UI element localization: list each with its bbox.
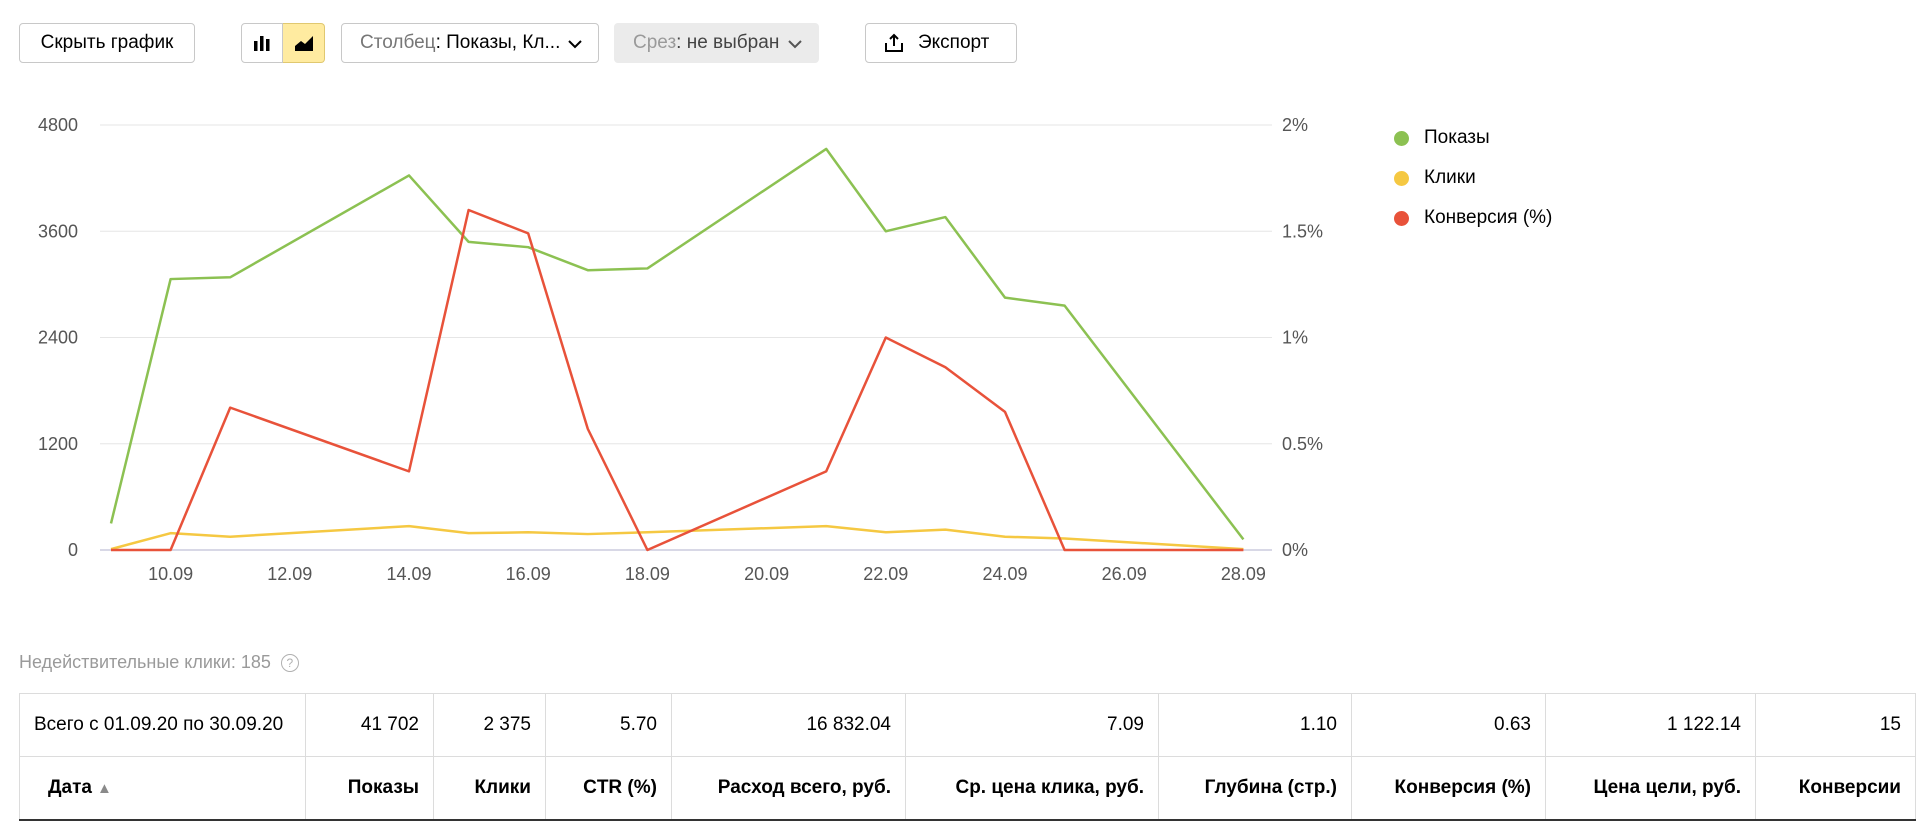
hide-chart-button[interactable]: Скрыть график	[19, 23, 195, 63]
column-header[interactable]: Конверсия (%)	[1351, 757, 1545, 819]
x-tick-label: 18.09	[625, 564, 670, 584]
x-tick-label: 26.09	[1102, 564, 1147, 584]
y-right-tick-label: 2%	[1282, 115, 1308, 135]
x-tick-label: 14.09	[386, 564, 431, 584]
total-cell: 15	[1755, 694, 1916, 756]
column-header-label: Конверсия (%)	[1394, 777, 1531, 798]
legend-label: Показы	[1424, 127, 1490, 148]
x-tick-label: 28.09	[1221, 564, 1266, 584]
column-select-prefix: Столбец	[360, 32, 436, 53]
y-left-tick-label: 1200	[38, 434, 78, 454]
column-header[interactable]: Глубина (стр.)	[1158, 757, 1351, 819]
total-cell: 1.10	[1158, 694, 1351, 756]
x-tick-label: 24.09	[982, 564, 1027, 584]
bar-chart-mode-button[interactable]	[241, 23, 283, 63]
area-chart-mode-button[interactable]	[283, 23, 325, 63]
x-tick-label: 10.09	[148, 564, 193, 584]
column-header[interactable]: Ср. цена клика, руб.	[905, 757, 1158, 819]
y-left-tick-label: 3600	[38, 221, 78, 241]
slice-select-prefix: Срез	[633, 32, 677, 53]
total-cell: 5.70	[545, 694, 671, 756]
invalid-clicks: Недействительные клики: 185 ?	[19, 652, 299, 673]
x-tick-label: 20.09	[744, 564, 789, 584]
legend-dot	[1394, 130, 1409, 146]
sort-asc-icon: ▲	[96, 779, 112, 797]
y-left-tick-label: 2400	[38, 328, 78, 348]
area-chart-icon	[294, 36, 313, 51]
column-header-label: Конверсии	[1798, 777, 1901, 798]
column-header[interactable]: Клики	[433, 757, 545, 819]
export-button[interactable]: Экспорт	[865, 23, 1017, 63]
toolbar: Скрыть график Столбец: Показы, Кл... Сре…	[19, 23, 1119, 65]
total-row: Всего с 01.09.20 по 30.09.20 41 702 2 375 5…	[19, 693, 1916, 757]
legend-item-conversion[interactable]: Конверсия (%)	[1394, 198, 1552, 238]
total-cell: 0.63	[1351, 694, 1545, 756]
column-header[interactable]: Цена цели, руб.	[1545, 757, 1755, 819]
column-select-value: : Показы, Кл...	[435, 32, 561, 53]
series-line	[110, 524, 1244, 551]
legend-dot	[1394, 170, 1409, 186]
legend-dot	[1394, 210, 1409, 226]
y-right-tick-label: 0.5%	[1282, 434, 1323, 454]
total-cell: Всего с 01.09.20 по 30.09.20	[19, 694, 305, 756]
chevron-down-icon	[568, 40, 582, 49]
total-cell: 7.09	[905, 694, 1158, 756]
column-header-label: Ср. цена клика, руб.	[955, 777, 1144, 798]
total-cell: 41 702	[305, 694, 433, 756]
y-left-tick-label: 0	[68, 540, 78, 560]
column-header-label: CTR (%)	[583, 777, 657, 798]
chevron-down-icon	[788, 40, 802, 49]
total-cell: 16 832.04	[671, 694, 905, 756]
column-header-label: Показы	[347, 777, 419, 798]
hide-chart-label: Скрыть график	[40, 32, 174, 53]
chart-legend: Показы Клики Конверсия (%)	[1394, 118, 1552, 238]
line-chart: 0 0% 1200 0.5% 2400 1% 3600 1.5% 4800 2% 10.09 12.0…	[38, 115, 1323, 584]
header-row: Дата ▲ Показы Клики CTR (%) Расход всего, руб…	[19, 757, 1916, 821]
column-select[interactable]: Столбец: Показы, Кл...	[341, 23, 599, 63]
column-header-label: Дата	[48, 777, 92, 798]
column-header-label: Глубина (стр.)	[1204, 777, 1337, 798]
series-line	[111, 208, 1244, 552]
invalid-clicks-label: Недействительные клики: 185	[19, 652, 271, 672]
column-header-label: Расход всего, руб.	[717, 777, 891, 798]
legend-item-clicks[interactable]: Клики	[1394, 158, 1552, 198]
stats-table: Всего с 01.09.20 по 30.09.20 41 702 2 375 5…	[19, 693, 1916, 821]
column-header-label: Клики	[474, 777, 531, 798]
upload-icon	[885, 33, 903, 52]
export-label: Экспорт	[918, 32, 990, 53]
column-header[interactable]: Дата ▲	[19, 757, 305, 819]
column-header-label: Цена цели, руб.	[1593, 777, 1742, 798]
column-header[interactable]: Расход всего, руб.	[671, 757, 905, 819]
bar-chart-icon	[254, 36, 270, 51]
total-cell: 2 375	[433, 694, 545, 756]
total-cell: 1 122.14	[1545, 694, 1755, 756]
help-icon[interactable]: ?	[280, 653, 299, 672]
chart-type-switch	[241, 23, 325, 63]
x-tick-label: 22.09	[863, 564, 908, 584]
x-tick-label: 12.09	[267, 564, 312, 584]
slice-select[interactable]: Срез: не выбран	[614, 23, 819, 63]
column-header[interactable]: Конверсии	[1755, 757, 1916, 819]
series-line	[109, 147, 1245, 541]
column-header[interactable]: CTR (%)	[545, 757, 671, 819]
y-right-tick-label: 1.5%	[1282, 221, 1323, 241]
legend-label: Конверсия (%)	[1424, 207, 1553, 228]
column-header[interactable]: Показы	[305, 757, 433, 819]
legend-label: Клики	[1424, 167, 1476, 188]
y-left-tick-label: 4800	[38, 115, 78, 135]
x-tick-label: 16.09	[506, 564, 551, 584]
y-right-tick-label: 0%	[1282, 540, 1308, 560]
slice-select-value: : не выбран	[676, 32, 780, 53]
legend-item-impressions[interactable]: Показы	[1394, 118, 1552, 158]
y-right-tick-label: 1%	[1282, 328, 1308, 348]
